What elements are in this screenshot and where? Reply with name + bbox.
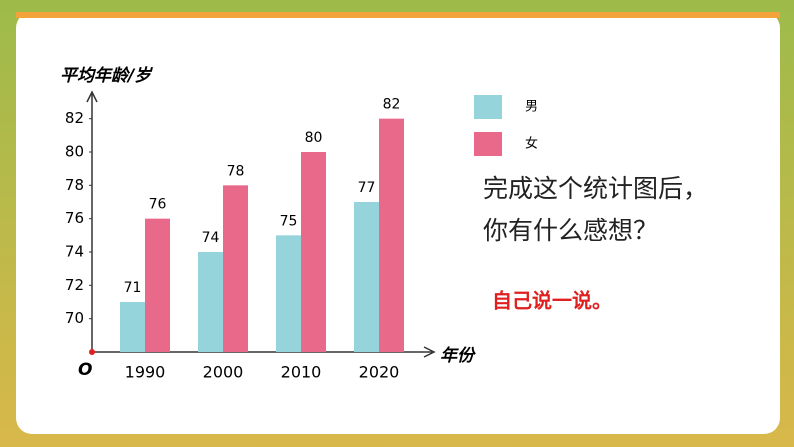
y-tick-label: 82 bbox=[65, 109, 84, 127]
bar bbox=[354, 202, 379, 352]
legend-swatch bbox=[474, 95, 502, 119]
data-label: 80 bbox=[305, 130, 323, 146]
legend-swatch bbox=[474, 132, 502, 156]
y-tick-label: 74 bbox=[65, 243, 84, 261]
y-tick-label: 78 bbox=[65, 176, 84, 194]
bar bbox=[379, 118, 404, 353]
x-tick-label: 2010 bbox=[281, 363, 322, 382]
origin-label: O bbox=[78, 360, 92, 380]
x-tick-label: 2020 bbox=[359, 363, 400, 382]
data-label: 77 bbox=[358, 180, 376, 196]
data-label: 75 bbox=[280, 213, 298, 229]
prompt-line: 你有什么感想？ bbox=[483, 216, 658, 245]
x-axis-label: 年份 bbox=[440, 346, 476, 366]
x-arrow bbox=[423, 346, 436, 358]
data-label: 82 bbox=[383, 97, 401, 113]
y-tick-label: 80 bbox=[65, 143, 84, 161]
bar bbox=[223, 185, 248, 352]
x-tick-label: 1990 bbox=[125, 363, 166, 382]
bar bbox=[301, 152, 326, 352]
top-strip bbox=[16, 12, 780, 18]
x-tick-label: 2000 bbox=[203, 363, 244, 382]
bar bbox=[276, 235, 301, 352]
y-arrow bbox=[86, 90, 98, 103]
y-tick-label: 72 bbox=[65, 276, 84, 294]
y-axis-label: 平均年龄/岁 bbox=[60, 66, 153, 86]
legend-label: 女 bbox=[525, 136, 538, 152]
bar bbox=[198, 252, 223, 352]
bar bbox=[120, 302, 145, 352]
bar bbox=[145, 218, 170, 352]
data-label: 78 bbox=[227, 163, 245, 179]
hint: 自己说一说。 bbox=[492, 289, 612, 313]
y-tick-label: 70 bbox=[65, 309, 84, 327]
y-tick-label: 76 bbox=[65, 209, 84, 227]
origin-dot bbox=[89, 349, 95, 355]
data-label: 71 bbox=[124, 280, 142, 296]
data-label: 76 bbox=[149, 197, 167, 213]
legend-label: 男 bbox=[525, 100, 538, 115]
data-label: 74 bbox=[202, 230, 220, 246]
prompt-line: 完成这个统计图后， bbox=[483, 174, 708, 203]
